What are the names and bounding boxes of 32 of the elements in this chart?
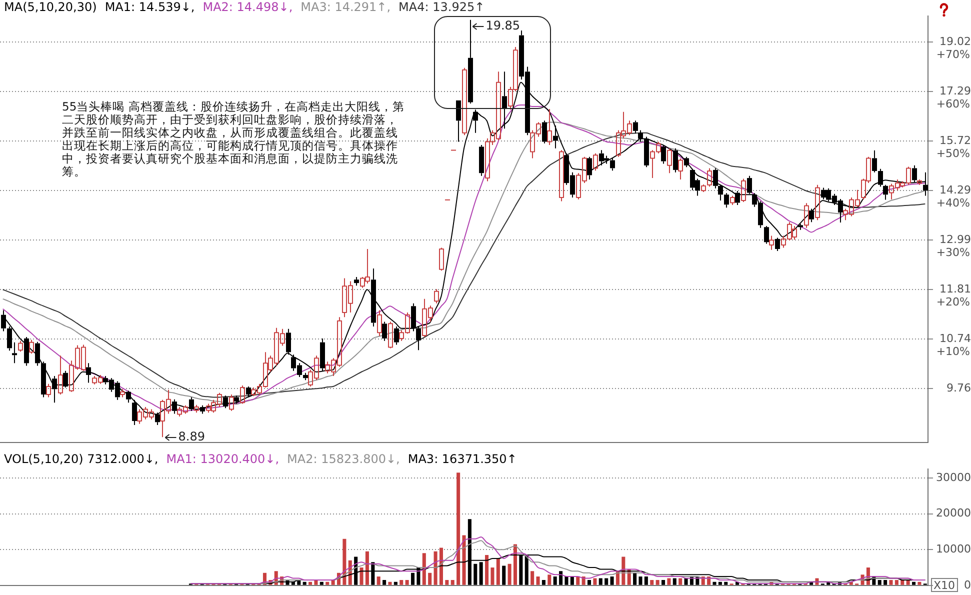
y-tick-label: 10.74 <box>940 332 971 345</box>
y-tick-label: 12.99 <box>940 233 971 246</box>
annotation: 19.85 <box>486 18 520 33</box>
text: MA1: 13020.400↓, <box>166 452 280 466</box>
text: MA1: 14.539↓, <box>104 0 195 14</box>
legend-title: VOL(5,10,20) 7312.000↓, <box>4 452 158 466</box>
y-tick-label: 30000 <box>936 470 971 484</box>
y-tick-label: 20000 <box>936 506 971 520</box>
y2-tick-label: +10% <box>936 344 970 358</box>
text: MA2: 15823.800↓, <box>287 452 400 466</box>
y-tick-label: 11.81 <box>940 282 971 296</box>
text: MA4: 13.925↑ <box>398 0 485 14</box>
y-tick-label: 0 <box>964 578 971 592</box>
y2-tick-label: +50% <box>936 147 970 160</box>
text: MA2: 14.498↓, <box>202 0 293 14</box>
y2-tick-label: +60% <box>936 98 970 111</box>
text: MA3: 16371.350↑ <box>408 452 517 466</box>
y-tick-label: 17.29 <box>940 84 971 98</box>
y2-tick-label: +30% <box>936 246 970 259</box>
y-tick-label: 9.76 <box>946 381 971 394</box>
text: MA3: 14.291↑, <box>300 0 391 14</box>
annotation: 55当头棒喝 高档覆盖线：股价连续扬升，在高档走出大阳线，第二天股价顺势高开，由于受到获利回吐盘影响，股价持续滑落，并跌至前一阳线实体之内收盘，从而形成覆盖线组合。此覆盖线出现在长期上涨后的高位，可能构成行情见顶的信号。具体操作中，投资者要认真研究个股基本面和消息面，以提防主力骗线洗筹。 <box>62 100 404 179</box>
y-tick-label: 19.02 <box>940 34 971 48</box>
y-tick-label: 15.72 <box>940 134 971 147</box>
y-axis-title: X10 <box>934 578 956 592</box>
y2-tick-label: +40% <box>936 196 970 210</box>
y2-tick-label: +20% <box>936 295 970 308</box>
y2-tick-label: +70% <box>936 48 970 62</box>
y-tick-label: 10000 <box>936 542 971 556</box>
legend-title: MA(5,10,20,30) <box>4 0 97 14</box>
annotation: 8.89 <box>178 430 205 444</box>
y-tick-label: 14.29 <box>940 183 971 196</box>
